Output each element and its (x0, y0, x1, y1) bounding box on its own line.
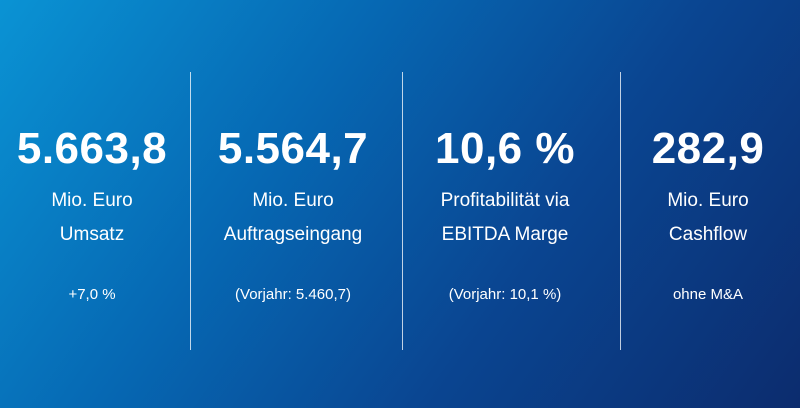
kpi-label: Mio. Euro (252, 190, 334, 211)
kpi-label: EBITDA Marge (441, 224, 569, 245)
kpi-value: 5.564,7 (217, 124, 369, 173)
kpi-label: Profitabilität via (440, 190, 570, 211)
divider (620, 72, 621, 350)
kpi-column: 5.564,7 Mio. Euro Auftragseingang (Vorjahr:… (193, 0, 393, 408)
kpi-column: 282,9 Mio. Euro Cashflow ohne M&A (608, 0, 800, 408)
kpi-value: 282,9 (651, 124, 765, 173)
kpi-note: (Vorjahr: 10,1 %) (448, 286, 562, 303)
divider (402, 72, 403, 350)
kpi-value: 5.663,8 (16, 124, 168, 173)
kpi-value: 10,6 % (435, 124, 575, 173)
kpi-label: Umsatz (59, 224, 125, 245)
divider (190, 72, 191, 350)
kpi-label: Cashflow (668, 224, 748, 245)
kpi-note: (Vorjahr: 5.460,7) (235, 286, 351, 303)
kpi-label: Mio. Euro (667, 190, 749, 211)
kpi-label: Mio. Euro (51, 190, 133, 211)
kpi-note: ohne M&A (672, 286, 744, 303)
kpi-column: 5.663,8 Mio. Euro Umsatz +7,0 % (0, 0, 192, 408)
kpi-column: 10,6 % Profitabilität via EBITDA Marge (Vor… (405, 0, 605, 408)
kpi-note: +7,0 % (68, 286, 116, 303)
kpi-label: Auftragseingang (223, 224, 363, 245)
